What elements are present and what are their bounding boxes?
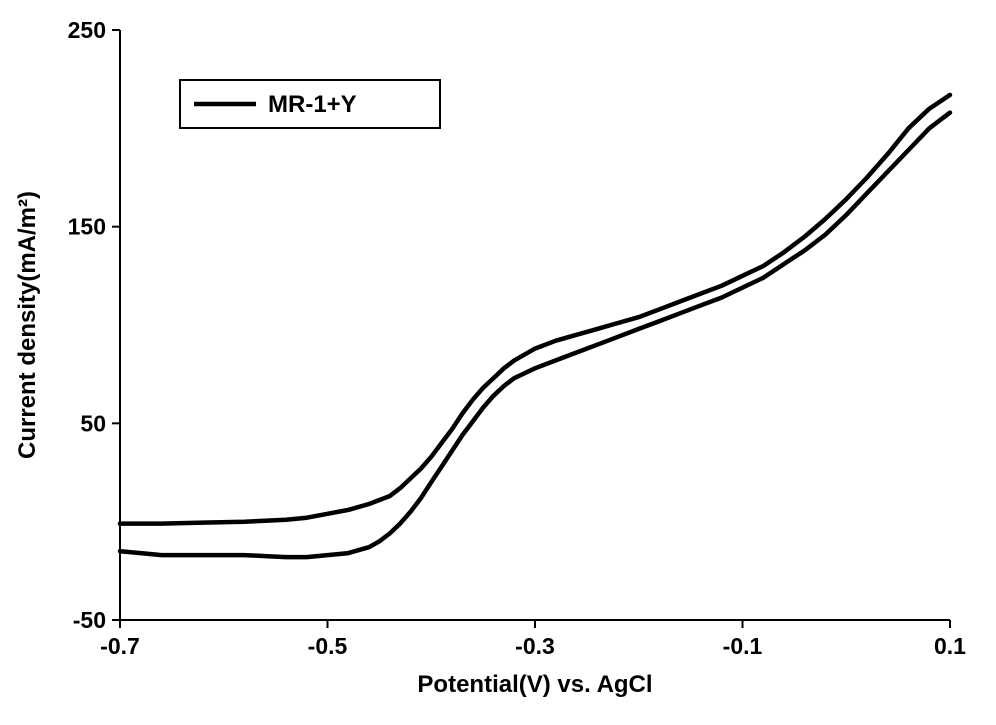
cv-chart-svg: -50 50 150 250 -0.7 -0.5 -0.3 -0.1 0.1 Potential(…	[0, 0, 996, 725]
y-tick-label: 250	[68, 17, 106, 43]
legend-label: MR-1+Y	[268, 91, 357, 118]
x-tick-label: 0.1	[934, 633, 966, 659]
y-axis-title: Current density(mA/m²)	[14, 191, 41, 459]
x-tick-label: -0.1	[723, 633, 763, 659]
y-tick-label: 150	[68, 214, 106, 240]
x-tick-label: -0.7	[100, 633, 140, 659]
x-tick-label: -0.3	[515, 633, 555, 659]
cv-chart: -50 50 150 250 -0.7 -0.5 -0.3 -0.1 0.1 Potential(…	[0, 0, 996, 725]
y-tick-label: 50	[80, 410, 106, 436]
x-tick-label: -0.5	[308, 633, 348, 659]
series-MR-1+Y-reverse	[120, 113, 950, 557]
x-axis-title: Potential(V) vs. AgCl	[417, 671, 652, 698]
y-tick-label: -50	[73, 607, 106, 633]
series-MR-1+Y-forward	[120, 95, 950, 524]
